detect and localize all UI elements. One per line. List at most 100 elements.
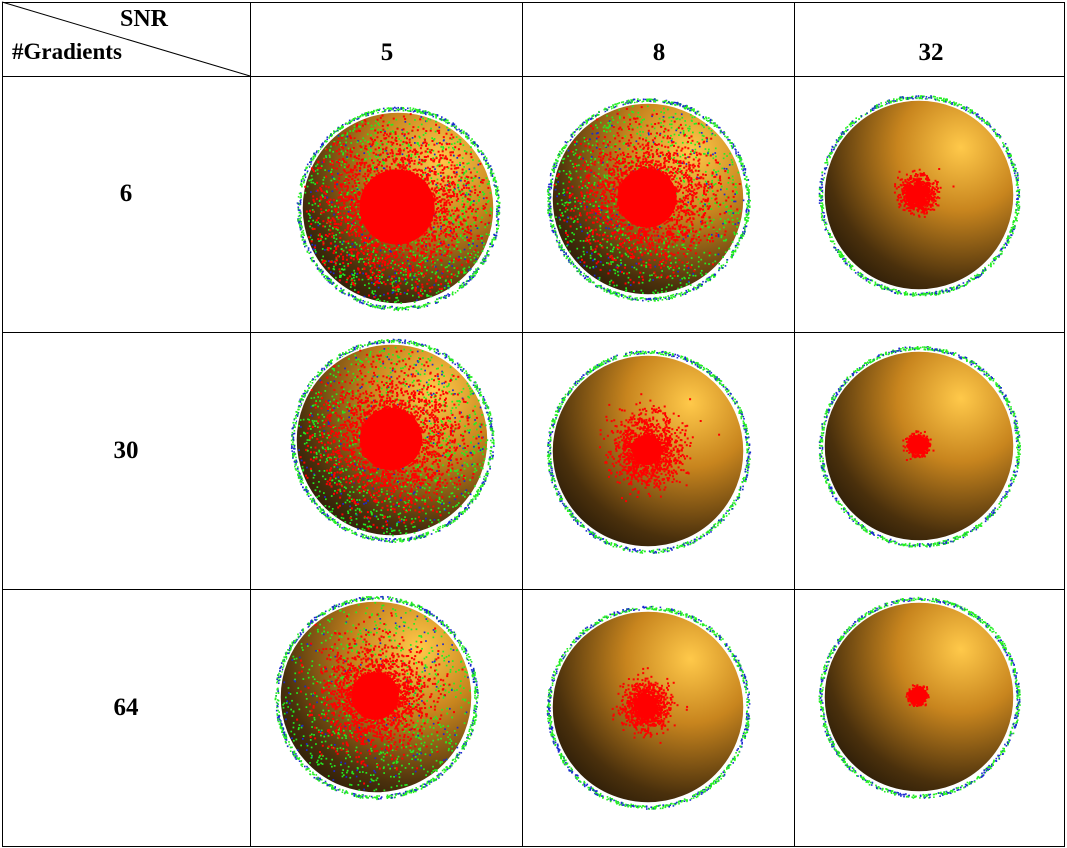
principal-direction-sample-dot <box>468 198 471 201</box>
surface-sample-dot <box>467 193 470 196</box>
principal-direction-sample-dot <box>460 271 463 274</box>
surface-sample-dot <box>352 130 355 132</box>
rim-sample-dot <box>571 260 573 263</box>
principal-direction-sample-dot <box>398 153 401 156</box>
surface-sample-dot <box>347 222 349 225</box>
surface-sample-dot <box>471 180 474 182</box>
surface-sample-dot <box>451 138 453 140</box>
rim-sample-dot <box>477 148 479 151</box>
principal-direction-sample-dot <box>377 163 380 166</box>
rim-sample-dot <box>497 201 499 203</box>
surface-sample-dot <box>437 142 440 144</box>
rim-sample-dot <box>495 224 498 226</box>
surface-sample-dot <box>350 217 352 219</box>
surface-sample-dot <box>408 274 411 277</box>
rim-sample-dot <box>420 112 422 114</box>
rim-sample-dot <box>553 170 555 172</box>
rim-sample-dot <box>579 272 581 275</box>
principal-direction-sample-dot <box>464 229 467 232</box>
surface-sample-dot <box>310 179 312 181</box>
principal-direction-sample-dot <box>324 196 327 199</box>
surface-sample-dot <box>401 267 403 270</box>
rim-sample-dot <box>448 294 451 296</box>
rim-sample-dot <box>493 184 496 186</box>
rim-sample-dot <box>356 298 359 300</box>
principal-direction-sample-dot <box>357 129 360 132</box>
rim-sample-dot <box>357 116 359 118</box>
principal-direction-sample-dot <box>412 267 415 270</box>
principal-direction-sample-dot <box>320 198 323 201</box>
principal-direction-sample-dot <box>432 197 435 200</box>
rim-sample-dot <box>555 162 558 165</box>
surface-sample-dot <box>482 197 485 200</box>
column-header-snr-32: 32 <box>795 38 1067 68</box>
corner-snr-label: SNR <box>120 5 168 33</box>
surface-sample-dot <box>335 258 338 261</box>
principal-direction-sample-dot <box>475 224 477 227</box>
surface-sample-dot <box>470 253 473 255</box>
principal-direction-sample-dot <box>488 214 491 217</box>
surface-sample-dot <box>449 196 451 198</box>
surface-sample-dot <box>314 244 317 247</box>
rim-sample-dot <box>298 204 301 206</box>
principal-direction-sample-dot <box>423 233 426 236</box>
surface-sample-dot <box>382 161 384 163</box>
principal-direction-sample-dot <box>393 161 396 164</box>
principal-direction-sample-dot <box>364 245 367 248</box>
rim-sample-dot <box>497 210 500 212</box>
surface-sample-dot <box>317 234 320 237</box>
principal-direction-sample-dot <box>433 170 436 173</box>
rim-sample-dot <box>610 292 613 295</box>
principal-direction-sample-dot <box>444 235 447 238</box>
principal-direction-sample-dot <box>422 261 424 264</box>
surface-sample-dot <box>340 248 343 250</box>
rim-sample-dot <box>720 130 722 133</box>
principal-direction-sample-dot <box>368 260 371 263</box>
rim-sample-dot <box>492 244 494 246</box>
rim-sample-dot <box>407 110 409 112</box>
principal-direction-sample-dot <box>428 169 431 172</box>
principal-direction-sample-dot <box>371 144 374 147</box>
rim-sample-dot <box>610 106 612 108</box>
rim-sample-dot <box>310 259 313 261</box>
surface-sample-dot <box>346 156 348 158</box>
surface-sample-dot <box>337 161 339 163</box>
rim-sample-dot <box>484 255 486 257</box>
rim-sample-dot <box>300 212 302 215</box>
principal-direction-sample-dot <box>421 237 424 240</box>
rim-sample-dot <box>415 108 418 111</box>
principal-direction-sample-dot <box>407 249 410 252</box>
principal-direction-sample-dot <box>351 239 354 242</box>
principal-direction-sample-dot <box>449 151 452 154</box>
principal-direction-sample-dot <box>452 223 455 226</box>
rim-sample-dot <box>303 241 306 244</box>
principal-direction-sample-dot <box>440 283 443 286</box>
surface-sample-dot <box>408 262 411 265</box>
principal-direction-sample-dot <box>343 170 346 173</box>
surface-sample-dot <box>477 255 479 258</box>
surface-sample-dot <box>475 202 478 205</box>
rim-sample-dot <box>598 110 600 113</box>
rim-sample-dot <box>585 278 588 281</box>
rim-sample-dot <box>302 236 304 239</box>
surface-sample-dot <box>416 278 419 280</box>
surface-sample-dot <box>463 150 466 152</box>
rim-sample-dot <box>410 305 412 308</box>
principal-direction-sample-dot <box>408 165 411 168</box>
rim-sample-dot <box>657 297 659 300</box>
surface-sample-dot <box>420 272 423 275</box>
surface-sample-dot <box>447 264 450 267</box>
rim-sample-dot <box>549 200 551 203</box>
principal-direction-sample-dot <box>440 178 443 181</box>
principal-direction-sample-dot <box>422 141 425 144</box>
rim-sample-dot <box>448 295 450 297</box>
surface-sample-dot <box>469 190 472 192</box>
principal-direction-sample-dot <box>403 270 406 273</box>
principal-direction-sample-dot <box>357 291 360 294</box>
principal-direction-sample-dot <box>457 148 460 151</box>
surface-sample-dot <box>392 130 394 132</box>
principal-direction-sample-dot <box>337 137 340 140</box>
principal-direction-sample-dot <box>341 183 344 186</box>
principal-direction-sample-dot <box>445 253 448 256</box>
surface-sample-dot <box>479 219 482 222</box>
